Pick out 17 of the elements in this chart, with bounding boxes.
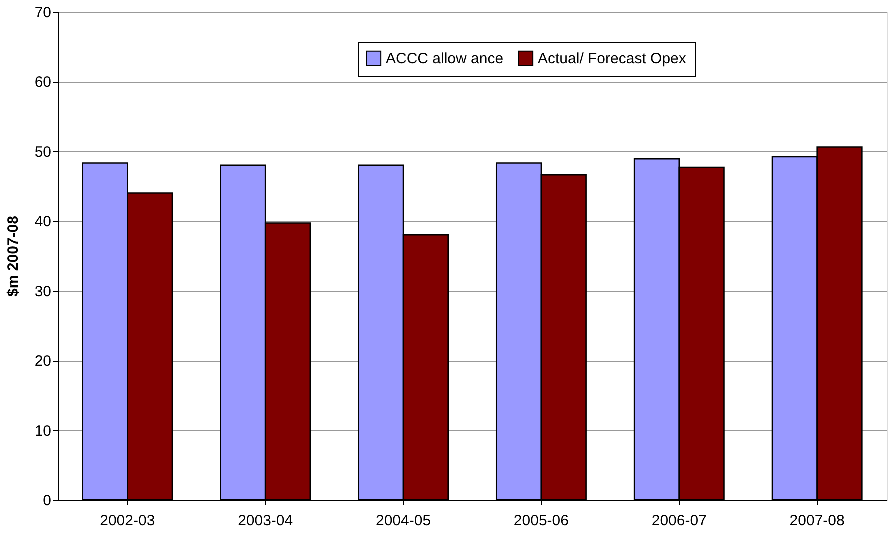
x-tick-label: 2002-03 bbox=[100, 512, 156, 530]
legend-label: Actual/ Forecast Opex bbox=[538, 50, 687, 68]
x-tick-label: 2004-05 bbox=[376, 512, 432, 530]
x-tick-label: 2006-07 bbox=[652, 512, 707, 530]
x-tick-label: 2007-08 bbox=[790, 512, 845, 530]
x-tick-label: 2005-06 bbox=[514, 512, 569, 530]
y-tick-label: 0 bbox=[43, 492, 52, 510]
y-tick-label: 10 bbox=[34, 422, 52, 440]
y-tick-label: 20 bbox=[34, 353, 52, 370]
y-tick-label: 70 bbox=[34, 4, 52, 22]
y-axis-title: $m 2007-08 bbox=[4, 216, 22, 297]
x-tick-label: 2003-04 bbox=[238, 512, 294, 530]
y-tick-label: 50 bbox=[34, 144, 52, 161]
y-tick-label: 60 bbox=[34, 74, 52, 92]
y-tick-label: 40 bbox=[34, 214, 52, 231]
y-tick-label: 30 bbox=[34, 283, 52, 300]
legend-label: ACCC allow ance bbox=[386, 50, 504, 68]
